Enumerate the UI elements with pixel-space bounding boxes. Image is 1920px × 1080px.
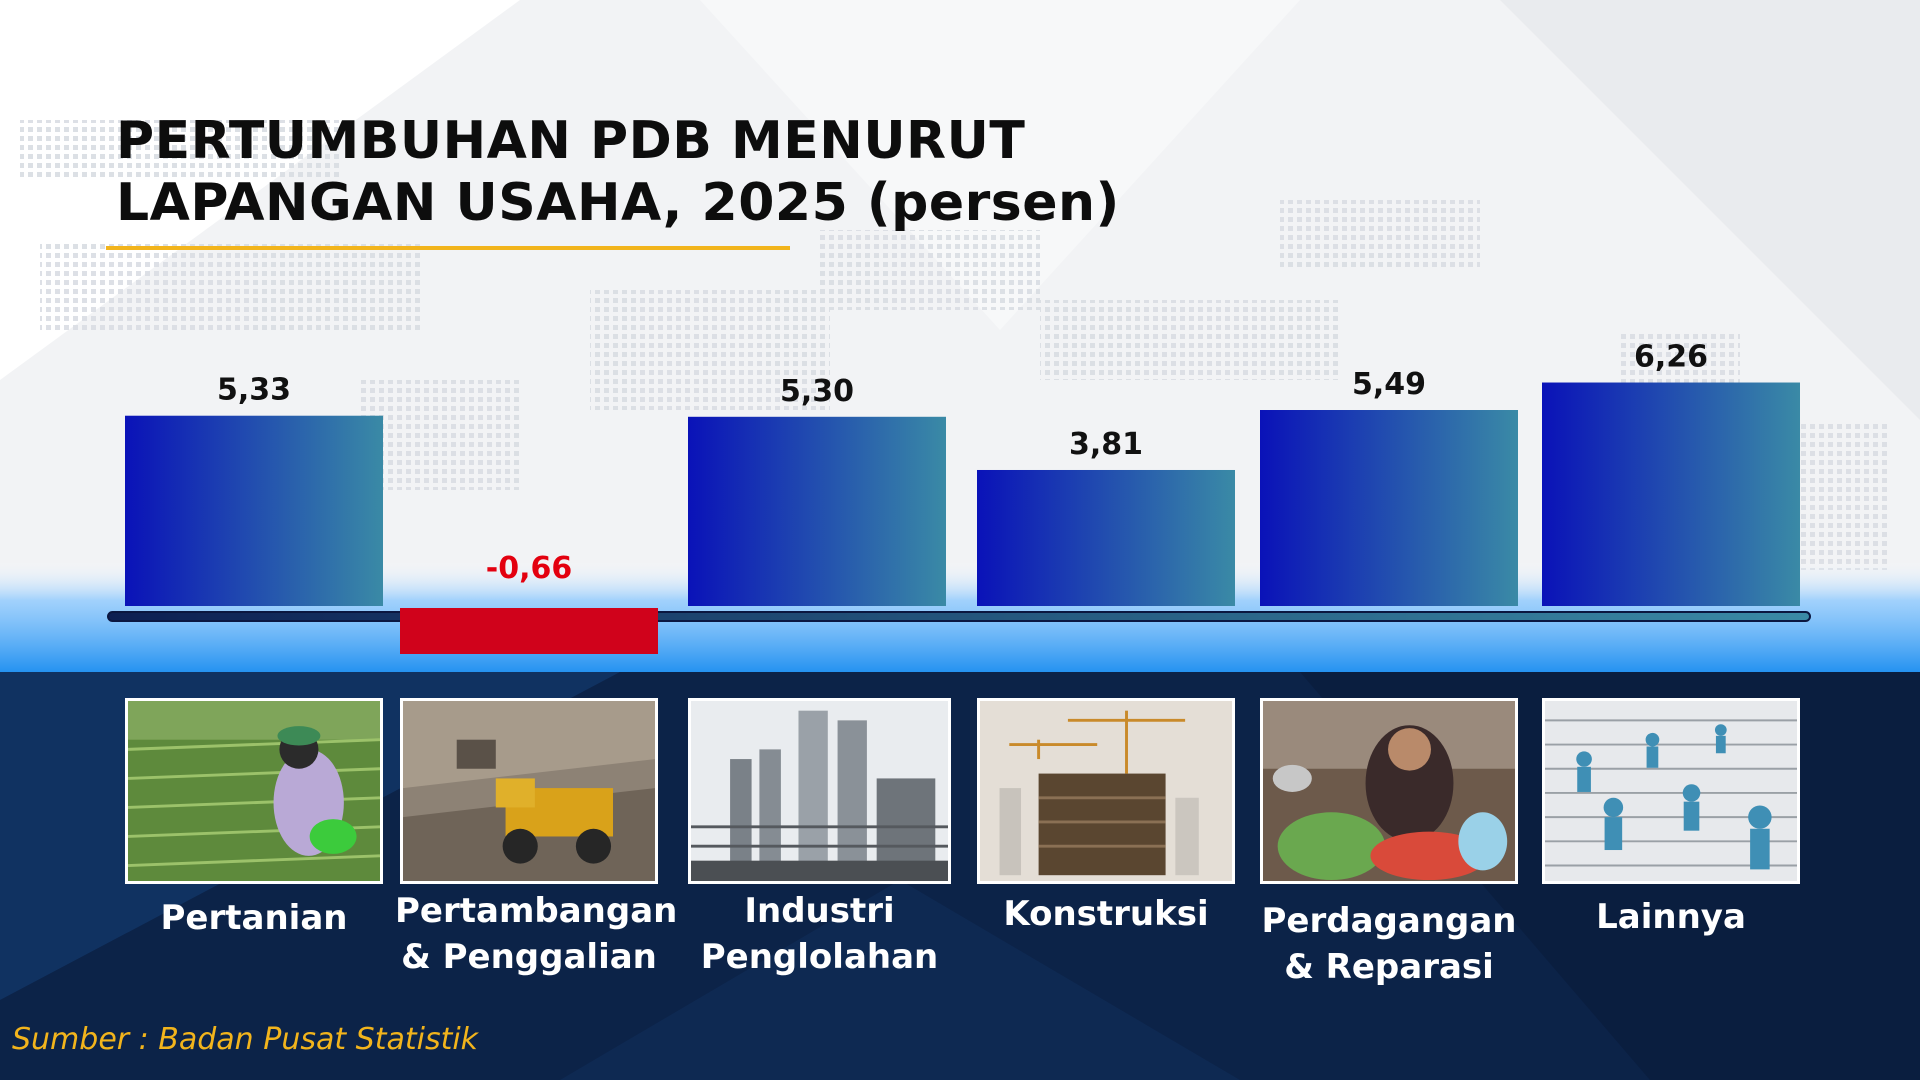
source-note: Sumber : Badan Pusat Statistik — [12, 1022, 479, 1057]
category-label-lainnya: Lainnya — [1596, 897, 1746, 937]
mining-truck-photo-icon — [403, 701, 655, 881]
chart-title: PERTUMBUHAN PDB MENURUT LAPANGAN USAHA, … — [116, 110, 1120, 234]
classified-ads-people-photo-icon — [1545, 701, 1797, 881]
title-line-1: PERTUMBUHAN PDB MENURUT — [116, 111, 1026, 171]
photo-pertanian — [125, 698, 383, 884]
value-label-1: -0,66 — [486, 551, 572, 586]
category-label-pertambangan: Pertambangan & Penggalian — [395, 891, 678, 977]
industrial-plant-photo-icon — [691, 701, 948, 881]
bar-2 — [688, 416, 946, 606]
title-line-2: LAPANGAN USAHA, 2025 (persen) — [116, 173, 1120, 233]
bar-5 — [1542, 382, 1800, 606]
bar-chart: 5,33 -0,66 5,30 3,81 5,49 6,26 — [107, 340, 1811, 654]
category-label-perdagangan: Perdagangan & Reparasi — [1261, 901, 1517, 987]
farmer-field-photo-icon — [128, 701, 380, 881]
category-label-pertanian: Pertanian — [160, 898, 348, 938]
value-label-0: 5,33 — [217, 373, 291, 408]
baseline-axis — [107, 611, 1811, 622]
photo-lainnya — [1542, 698, 1800, 884]
photo-perdagangan — [1260, 698, 1518, 884]
value-label-4: 5,49 — [1352, 367, 1426, 402]
photo-pertambangan — [400, 698, 658, 884]
bar-0 — [125, 415, 383, 606]
bar-1 — [400, 608, 658, 654]
bar-3 — [977, 469, 1235, 606]
photo-industri — [688, 698, 951, 884]
value-label-5: 6,26 — [1634, 340, 1708, 375]
market-vendor-photo-icon — [1263, 701, 1515, 881]
category-label-konstruksi: Konstruksi — [1003, 894, 1209, 934]
bar-4 — [1260, 410, 1518, 606]
value-label-2: 5,30 — [780, 374, 854, 409]
title-underline — [106, 246, 790, 250]
photo-konstruksi — [977, 698, 1235, 884]
value-label-3: 3,81 — [1069, 427, 1143, 462]
category-label-industri: Industri Penglolahan — [700, 891, 939, 977]
construction-crane-photo-icon — [980, 701, 1232, 881]
